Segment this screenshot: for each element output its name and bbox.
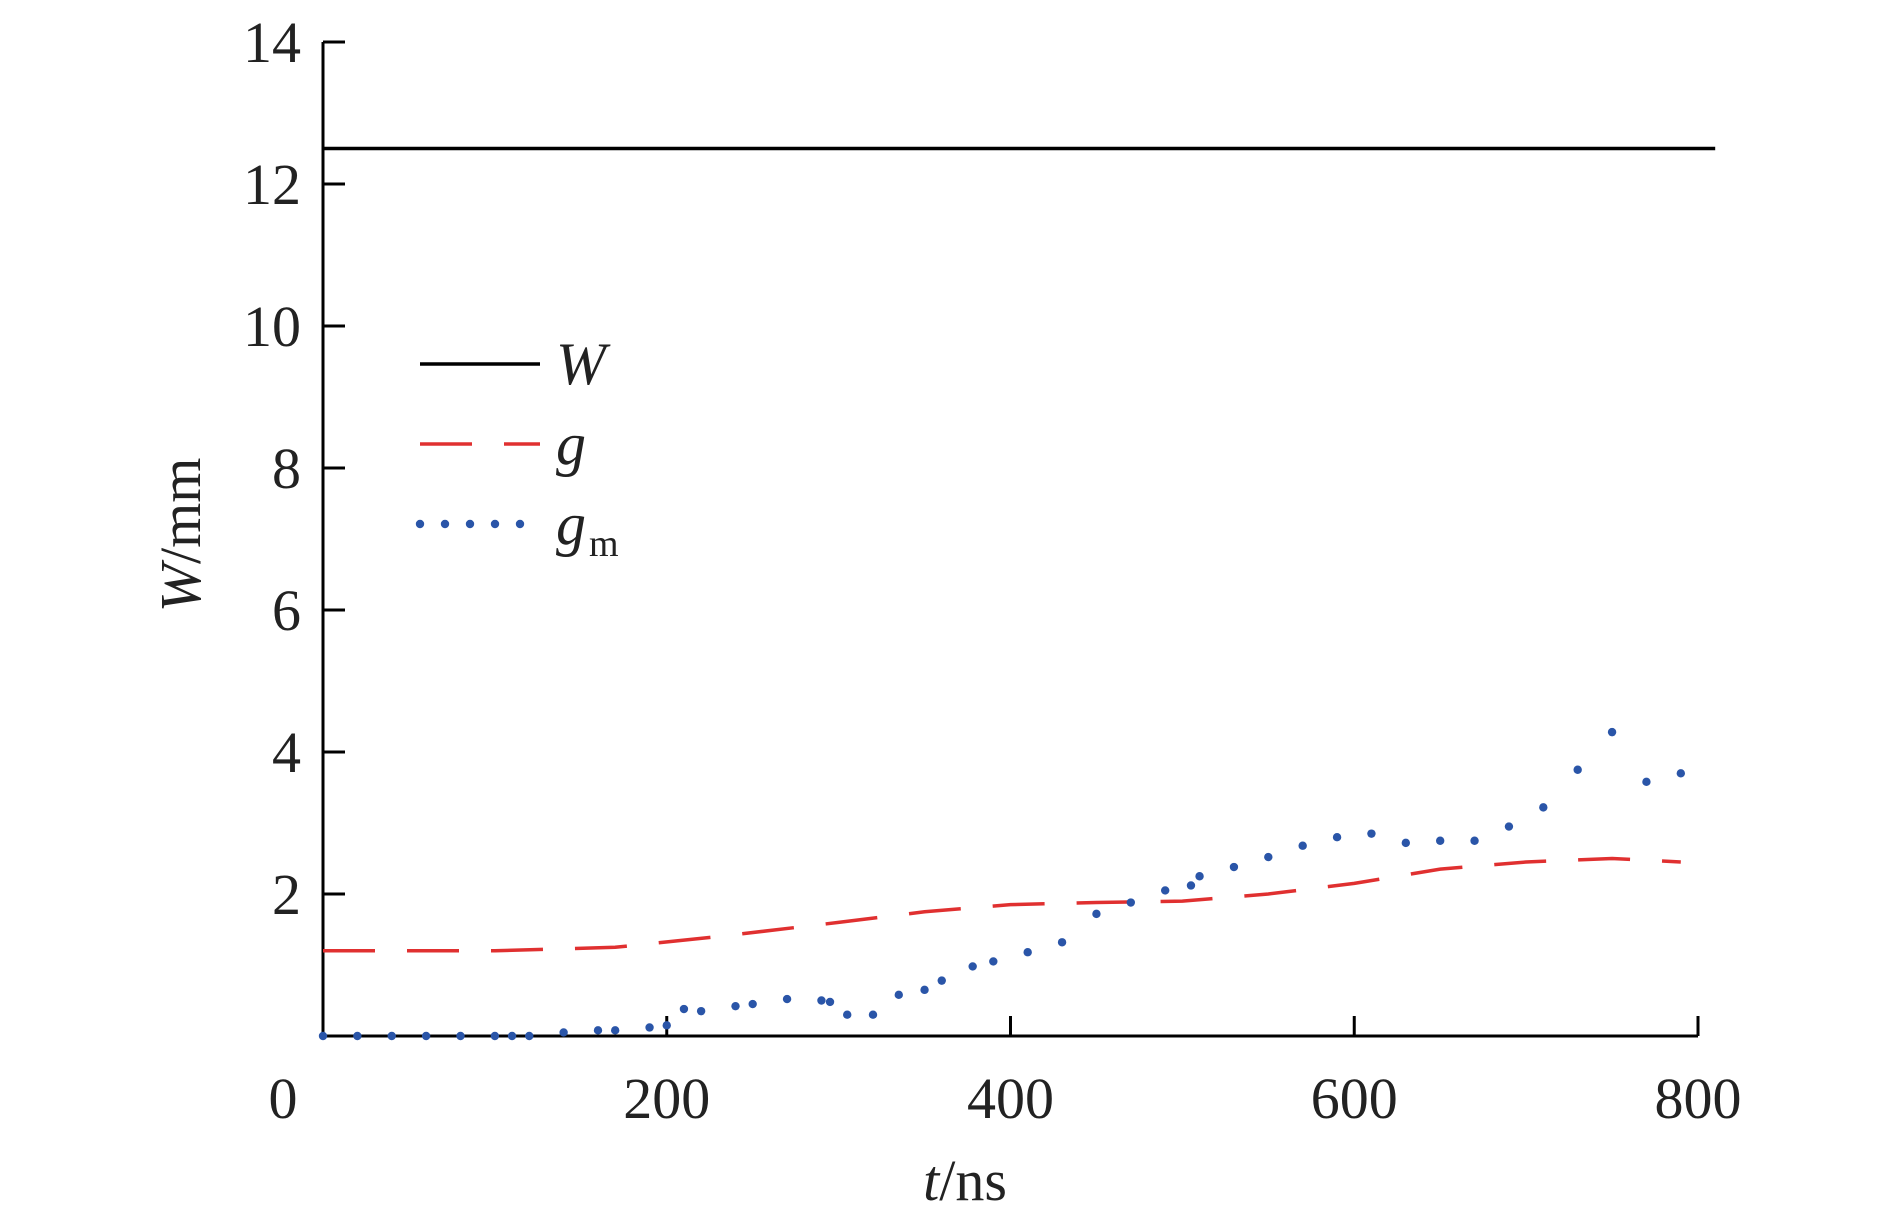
series-g-m-point — [825, 997, 835, 1007]
y-tick-label: 14 — [243, 10, 301, 75]
series-g-m-point — [353, 1031, 362, 1041]
series-g-m-point — [525, 1031, 534, 1041]
y-axis-unit: /mm — [148, 458, 213, 564]
series-g-m-point — [645, 1023, 654, 1032]
legend-g-m-marker — [465, 519, 475, 529]
series-g-m-point — [748, 999, 757, 1009]
axes: 0 200 400 600 800 2 4 6 8 10 12 14 — [243, 10, 1742, 1131]
y-tick-label: 10 — [243, 294, 301, 359]
y-axis-var: W — [148, 559, 213, 612]
y-tick-label: 12 — [243, 152, 301, 217]
series-g-m-point — [817, 996, 826, 1005]
series-g-m-point — [1642, 777, 1651, 787]
x-tick-label: 800 — [1655, 1066, 1742, 1131]
axis-labels: t/ns W/mm — [148, 458, 1007, 1213]
legend-g-label: g — [556, 411, 586, 477]
series-g-m-point — [318, 1031, 328, 1041]
series-g-m-point — [1470, 836, 1479, 845]
series-g-m-point — [937, 976, 946, 985]
y-tick-label: 8 — [272, 436, 301, 501]
series-g-m-point — [1573, 765, 1582, 774]
series-g-m-point — [782, 994, 792, 1004]
series-g-m-point — [559, 1028, 568, 1037]
x-axis-title: t/ns — [923, 1148, 1007, 1213]
series-g-m-point — [868, 1010, 878, 1019]
series-g-m-point — [1401, 838, 1411, 848]
series-g-m-point — [1186, 881, 1196, 890]
series-g-m-point — [662, 1021, 671, 1030]
series-g-m-point — [1504, 822, 1514, 831]
y-axis-title: W/mm — [148, 458, 213, 613]
series-g-m-point — [920, 985, 929, 995]
series-g-m-point — [1229, 862, 1239, 872]
series-g-m-point — [490, 1031, 500, 1041]
series-g-m-point — [1539, 803, 1548, 812]
y-tick-label: 2 — [272, 862, 301, 927]
series-g-m-point — [610, 1026, 620, 1035]
series-layer — [318, 146, 1716, 1041]
series-g-m-point — [1126, 898, 1136, 907]
x-tick-label: 400 — [967, 1066, 1054, 1131]
series-g-m-point — [1435, 836, 1445, 845]
series-g-m-point — [456, 1031, 465, 1041]
series-g-m-point — [1607, 727, 1617, 737]
series-g-m-point — [1264, 852, 1273, 862]
series-g-m-point — [1092, 909, 1101, 919]
y-tick-label: 4 — [272, 720, 301, 785]
x-tick-label: 0 — [269, 1066, 298, 1131]
series-g-m-point — [1298, 841, 1307, 850]
x-axis-unit: /ns — [939, 1148, 1007, 1213]
series-g-m-point — [1195, 872, 1204, 881]
series-g-m-point — [1676, 769, 1686, 778]
series-g-m-point — [593, 1026, 603, 1035]
series-g-m-point — [843, 1010, 852, 1019]
legend-g-m-label: gm — [556, 491, 619, 565]
series-g-m-point — [1160, 886, 1170, 895]
series-g-m-point — [387, 1031, 396, 1041]
legend: Wg gm — [415, 331, 619, 565]
y-tick-label: 6 — [272, 578, 301, 643]
series-g-m-point — [679, 1004, 689, 1014]
series-g-m-point — [507, 1031, 517, 1041]
series-g-m-point — [731, 1001, 740, 1011]
series-g-m-point — [696, 1006, 706, 1016]
series-g-m-point — [894, 990, 903, 1000]
x-tick-label: 600 — [1311, 1066, 1398, 1131]
legend-g-m-marker — [515, 519, 525, 529]
series-g-m-point — [1332, 833, 1342, 842]
series-g-line — [323, 856, 1681, 953]
legend-g-m-marker — [490, 519, 500, 529]
legend-g-m-marker — [440, 519, 450, 529]
x-tick-label: 200 — [623, 1066, 710, 1131]
series-g-m-point — [421, 1031, 431, 1041]
x-axis-var: t — [923, 1148, 941, 1213]
series-g-m-point — [989, 957, 998, 966]
series-g-m-point — [1367, 829, 1376, 838]
series-g-m-point — [1023, 948, 1032, 957]
series-g-m-point — [1057, 938, 1067, 947]
series-g-m-point — [968, 962, 977, 971]
legend-g-m-marker — [415, 519, 425, 529]
legend-W-label: W — [556, 331, 611, 397]
